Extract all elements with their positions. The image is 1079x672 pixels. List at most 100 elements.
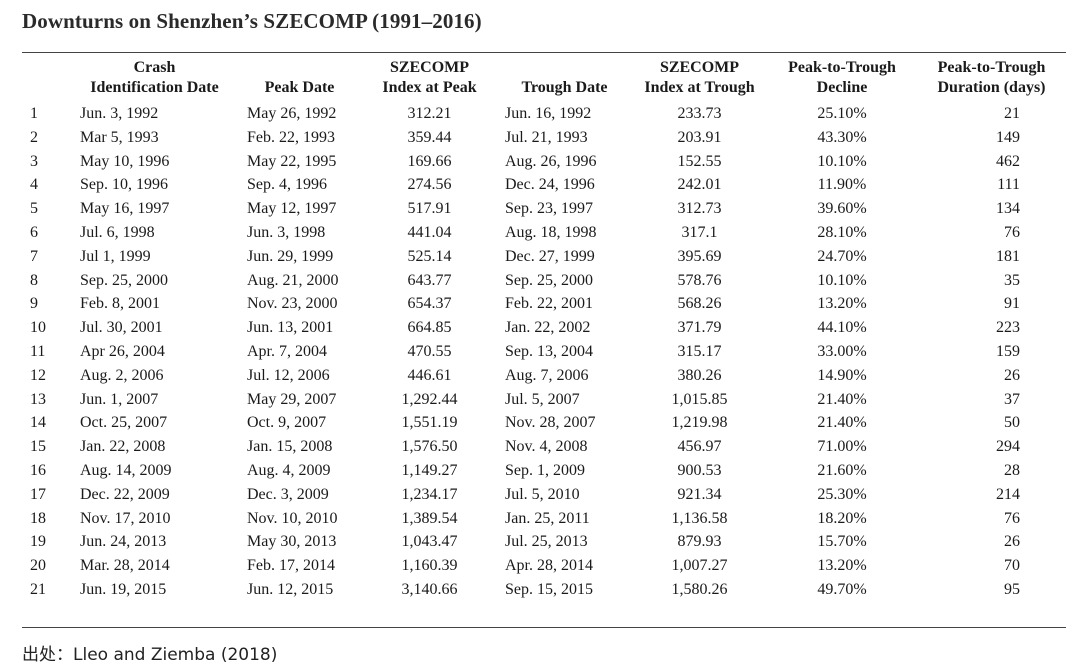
peak-index-cell: 1,234.17 xyxy=(401,485,458,503)
duration-cell: 91 xyxy=(1004,295,1020,313)
trough-date-cell: Dec. 27, 1999 xyxy=(505,247,595,265)
duration-cell: 76 xyxy=(1004,223,1020,241)
table-body: 1 Jun. 3, 1992 May 26, 1992 312.21 Jun. 16, … xyxy=(22,98,1066,602)
table-row: 7 Jul 1, 1999 Jun. 29, 1999 525.14 Dec. 27, … xyxy=(22,245,1066,269)
crash-date-cell: Aug. 14, 2009 xyxy=(80,461,172,479)
duration-cell: 26 xyxy=(1004,366,1020,384)
duration-cell: 214 xyxy=(996,485,1020,503)
peak-index-cell: 169.66 xyxy=(407,152,452,170)
duration-cell: 70 xyxy=(1004,557,1020,575)
peak-index-cell: 1,389.54 xyxy=(401,509,458,527)
table-row: 11 Apr 26, 2004 Apr. 7, 2004 470.55 Sep. 13,… xyxy=(22,340,1066,364)
peak-date-cell: Feb. 22, 1993 xyxy=(247,128,335,146)
table-row: 12 Aug. 2, 2006 Jul. 12, 2006 446.61 Aug. 7,… xyxy=(22,364,1066,388)
table-row: 15 Jan. 22, 2008 Jan. 15, 2008 1,576.50 Nov.… xyxy=(22,435,1066,459)
peak-index-cell: 1,043.47 xyxy=(401,533,458,551)
duration-cell: 35 xyxy=(1004,271,1020,289)
duration-cell: 50 xyxy=(1004,414,1020,432)
table-title: Downturns on Shenzhen’s SZECOMP (1991–20… xyxy=(22,9,482,33)
decline-cell: 10.10% xyxy=(817,152,867,170)
trough-index-cell: 921.34 xyxy=(677,485,722,503)
trough-date-cell: Feb. 22, 2001 xyxy=(505,295,593,313)
peak-date-cell: Feb. 17, 2014 xyxy=(247,557,335,575)
decline-cell: 49.70% xyxy=(817,580,867,598)
trough-date-cell: Nov. 28, 2007 xyxy=(505,414,596,432)
trough-index-cell: 395.69 xyxy=(677,247,722,265)
trough-date-cell: Jun. 16, 1992 xyxy=(505,105,592,122)
duration-cell: 181 xyxy=(996,247,1020,265)
row-number: 21 xyxy=(30,580,46,598)
trough-date-cell: Jan. 25, 2011 xyxy=(505,509,590,527)
peak-index-cell: 274.56 xyxy=(407,176,452,194)
peak-index-cell: 654.37 xyxy=(407,295,452,313)
table-row: 5 May 16, 1997 May 12, 1997 517.91 Sep. 23, … xyxy=(22,197,1066,221)
header-number xyxy=(22,56,72,98)
header-peak-date: Peak Date xyxy=(237,56,362,98)
peak-index-cell: 525.14 xyxy=(407,247,452,265)
peak-date-cell: Jul. 12, 2006 xyxy=(247,366,330,384)
header-crash-line1: Crash xyxy=(133,59,176,76)
peak-index-cell: 643.77 xyxy=(407,271,452,289)
peak-date-cell: Sep. 4, 1996 xyxy=(247,176,327,194)
peak-date-cell: Jun. 29, 1999 xyxy=(247,247,334,265)
table-row: 19 Jun. 24, 2013 May 30, 2013 1,043.47 Jul. … xyxy=(22,530,1066,554)
trough-index-cell: 317.1 xyxy=(681,223,718,241)
peak-index-cell: 1,551.19 xyxy=(401,414,458,432)
crash-date-cell: Jun. 24, 2013 xyxy=(80,533,167,551)
trough-index-cell: 1,136.58 xyxy=(671,509,728,527)
crash-date-cell: Mar. 28, 2014 xyxy=(80,557,170,575)
trough-date-cell: Sep. 15, 2015 xyxy=(505,580,593,598)
trough-index-cell: 233.73 xyxy=(677,105,722,122)
row-number: 15 xyxy=(30,438,46,456)
peak-index-cell: 446.61 xyxy=(407,366,452,384)
duration-cell: 28 xyxy=(1004,461,1020,479)
peak-date-cell: Jun. 12, 2015 xyxy=(247,580,334,598)
crash-date-cell: Jun. 19, 2015 xyxy=(80,580,167,598)
crash-date-cell: Nov. 17, 2010 xyxy=(80,509,171,527)
trough-date-cell: Jul. 5, 2007 xyxy=(505,390,580,408)
decline-cell: 28.10% xyxy=(817,223,867,241)
trough-date-cell: Aug. 26, 1996 xyxy=(505,152,597,170)
peak-index-cell: 1,576.50 xyxy=(401,438,458,456)
row-number: 2 xyxy=(30,128,38,146)
header-peak-index: SZECOMP Index at Peak xyxy=(362,56,497,98)
trough-date-cell: Jan. 22, 2002 xyxy=(505,319,591,337)
decline-cell: 24.70% xyxy=(817,247,867,265)
peak-index-cell: 517.91 xyxy=(407,200,452,218)
row-number: 1 xyxy=(30,105,38,122)
trough-index-cell: 380.26 xyxy=(677,366,722,384)
trough-index-cell: 1,580.26 xyxy=(671,580,728,598)
trough-date-cell: Nov. 4, 2008 xyxy=(505,438,588,456)
source-note: 出处：Lleo and Ziemba (2018) xyxy=(22,645,278,665)
decline-cell: 13.20% xyxy=(817,295,867,313)
header-trough-date-text: Trough Date xyxy=(521,79,608,96)
header-trough-index: SZECOMP Index at Trough xyxy=(632,56,767,98)
decline-cell: 21.40% xyxy=(817,414,867,432)
row-number: 6 xyxy=(30,223,38,241)
peak-date-cell: Aug. 4, 2009 xyxy=(247,461,331,479)
trough-index-cell: 568.26 xyxy=(677,295,722,313)
duration-cell: 462 xyxy=(996,152,1020,170)
peak-date-cell: May 12, 1997 xyxy=(247,200,337,218)
table-row: 16 Aug. 14, 2009 Aug. 4, 2009 1,149.27 Sep. … xyxy=(22,459,1066,483)
crash-date-cell: May 10, 1996 xyxy=(80,152,170,170)
trough-index-cell: 1,007.27 xyxy=(671,557,728,575)
header-duration-line1: Peak-to-Trough xyxy=(937,59,1046,76)
trough-date-cell: Aug. 18, 1998 xyxy=(505,223,597,241)
decline-cell: 43.30% xyxy=(817,128,867,146)
peak-index-cell: 312.21 xyxy=(407,105,452,122)
table-row: 3 May 10, 1996 May 22, 1995 169.66 Aug. 26, … xyxy=(22,150,1066,174)
trough-index-cell: 371.79 xyxy=(677,319,722,337)
peak-date-cell: Jun. 13, 2001 xyxy=(247,319,334,337)
peak-index-cell: 359.44 xyxy=(407,128,452,146)
duration-cell: 95 xyxy=(1004,580,1020,598)
peak-date-cell: Nov. 23, 2000 xyxy=(247,295,338,313)
trough-date-cell: Sep. 23, 1997 xyxy=(505,200,593,218)
table-row: 10 Jul. 30, 2001 Jun. 13, 2001 664.85 Jan. 2… xyxy=(22,316,1066,340)
row-number: 17 xyxy=(30,485,46,503)
row-number: 3 xyxy=(30,152,38,170)
peak-index-cell: 664.85 xyxy=(407,319,452,337)
crash-date-cell: Jul. 30, 2001 xyxy=(80,319,163,337)
header-crash-date: Crash Identification Date xyxy=(72,56,237,98)
row-number: 12 xyxy=(30,366,46,384)
